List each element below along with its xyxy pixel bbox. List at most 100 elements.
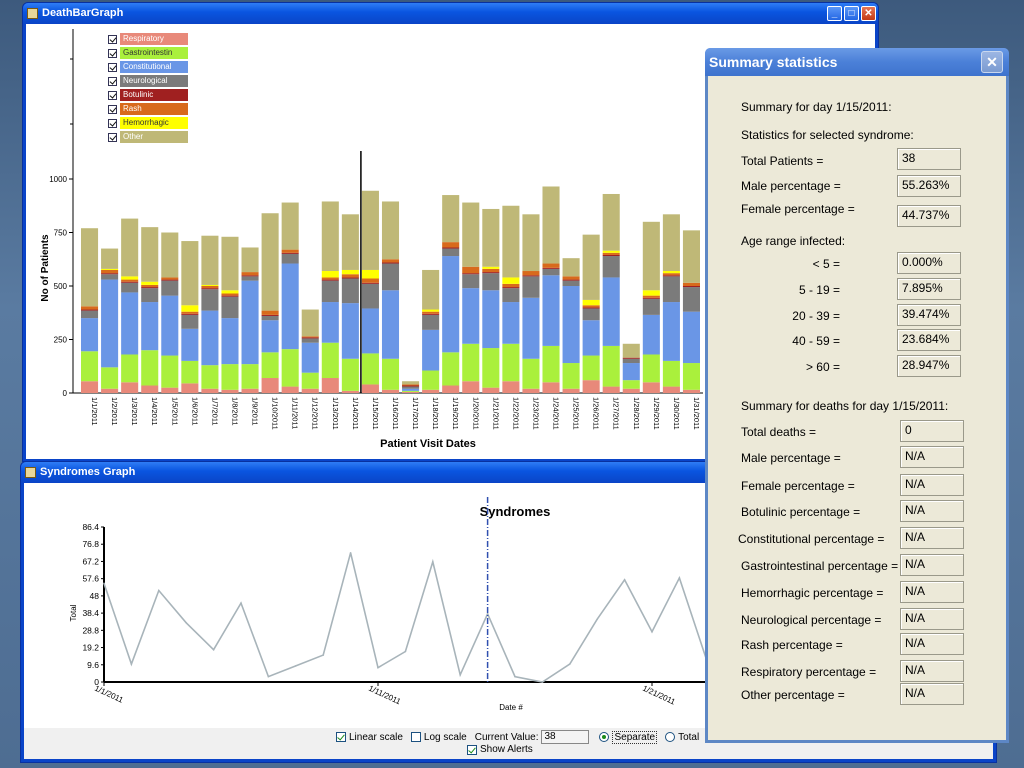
bar-segment	[141, 302, 159, 351]
bar-segment	[361, 278, 379, 283]
total-patients-label: Total Patients =	[741, 154, 824, 168]
legend-checkbox[interactable]	[108, 104, 117, 114]
bar-segment	[121, 354, 139, 383]
legend-item[interactable]: Botulinic	[108, 88, 188, 102]
bar-segment	[201, 284, 219, 286]
x-tick-label: 1/31/2011	[692, 397, 701, 430]
data-point	[377, 666, 379, 669]
x-tick-label: 1/7/2011	[210, 397, 219, 426]
bar-segment	[281, 253, 299, 264]
x-tick-label: 1/14/2011	[351, 397, 360, 430]
close-icon[interactable]: ✕	[981, 51, 1003, 73]
bar-segment	[482, 208, 500, 267]
bar-segment	[502, 302, 520, 344]
total-radio[interactable]	[665, 732, 676, 742]
bar-segment	[402, 386, 420, 389]
y-tick-label: 0	[94, 677, 99, 687]
maximize-icon[interactable]: □	[844, 5, 859, 21]
show-alerts-checkbox[interactable]	[467, 744, 477, 755]
bar-segment	[381, 201, 400, 260]
age-header: Age range infected:	[741, 234, 846, 248]
bar-segment	[642, 382, 660, 393]
bar-segment	[642, 314, 660, 355]
bar-segment	[361, 308, 379, 354]
death-stat-label: Hemorrhagic percentage =	[741, 586, 884, 600]
current-value-field[interactable]: 38	[541, 730, 590, 744]
legend-label: Hemorrhagic	[120, 117, 188, 129]
age-range-value: 39.474%	[897, 304, 961, 326]
bar-segment	[442, 247, 460, 249]
legend-item[interactable]: Neurological	[108, 74, 188, 88]
x-tick-label: 1/13/2011	[331, 397, 340, 430]
legend-item[interactable]: Hemorrhagic	[108, 116, 188, 130]
legend-checkbox[interactable]	[108, 118, 117, 128]
legend-item[interactable]: Respiratory	[108, 32, 188, 46]
log-scale-label: Log scale	[423, 731, 467, 743]
x-tick-label: 1/12/2011	[311, 397, 320, 430]
bar-segment	[442, 256, 460, 353]
bar-segment	[542, 345, 560, 383]
death-stat-label: Male percentage =	[741, 451, 841, 465]
close-icon[interactable]: ✕	[861, 5, 876, 21]
bar-segment	[181, 328, 199, 361]
bar-segment	[562, 286, 580, 364]
bar-segment	[101, 273, 119, 275]
bar-segment	[482, 273, 500, 291]
death-stat-value: N/A	[900, 500, 964, 522]
linear-scale-checkbox[interactable]	[336, 732, 346, 742]
bar-segment	[542, 268, 560, 276]
bar-segment	[462, 274, 480, 289]
bar-segment	[562, 388, 580, 393]
age-range-label: > 60 =	[805, 360, 840, 374]
legend-item[interactable]: Gastrointestin	[108, 46, 188, 60]
bar-segment	[201, 286, 219, 289]
legend-checkbox[interactable]	[108, 132, 117, 142]
legend-checkbox[interactable]	[108, 76, 117, 86]
legend-checkbox[interactable]	[108, 34, 117, 44]
bar-segment	[402, 388, 420, 391]
death-window-titlebar[interactable]: DeathBarGraph _ □ ✕	[23, 3, 878, 23]
minimize-icon[interactable]: _	[827, 5, 842, 21]
summary-body: Summary for day 1/15/2011: Statistics fo…	[708, 76, 1006, 740]
data-point	[569, 663, 571, 665]
legend-checkbox[interactable]	[108, 62, 117, 72]
bar-segment	[502, 343, 520, 382]
legend-item[interactable]: Constitutional	[108, 60, 188, 74]
bar-segment	[602, 386, 620, 393]
bar-segment	[241, 272, 259, 276]
bar-segment	[522, 388, 540, 393]
bar-segment	[682, 287, 700, 312]
summary-titlebar[interactable]: Summary statistics ✕	[705, 48, 1009, 76]
bar-segment	[81, 310, 99, 319]
selected-header: Statistics for selected syndrome:	[741, 128, 914, 142]
legend-item[interactable]: Other	[108, 130, 188, 144]
bar-segment	[201, 388, 219, 393]
separate-radio[interactable]	[599, 732, 610, 742]
bar-segment	[201, 289, 219, 311]
death-stat-value: 0	[900, 420, 964, 442]
bar-segment	[141, 284, 159, 288]
bar-segment	[81, 228, 99, 307]
app-icon	[27, 7, 38, 19]
death-stat-label: Total deaths =	[741, 425, 817, 439]
legend-checkbox[interactable]	[108, 48, 117, 58]
log-scale-checkbox[interactable]	[410, 732, 421, 742]
bar-segment	[301, 338, 319, 343]
legend-item[interactable]: Rash	[108, 102, 188, 116]
male-label: Male percentage =	[741, 179, 841, 193]
death-stat-label: Other percentage =	[741, 688, 845, 702]
legend-checkbox[interactable]	[108, 90, 117, 100]
bar-segment	[662, 271, 680, 274]
data-point	[349, 552, 352, 554]
x-tick-label: 1/22/2011	[511, 397, 520, 430]
death-stat-label: Female percentage =	[741, 479, 855, 493]
total-label: Total	[678, 731, 700, 743]
bar-segment	[442, 385, 460, 393]
bar-segment	[321, 277, 339, 280]
bar-segment	[281, 386, 299, 393]
bar-segment	[101, 248, 119, 269]
bar-segment	[381, 358, 400, 390]
bar-segment	[141, 288, 159, 303]
bar-segment	[81, 381, 99, 393]
bar-segment	[181, 311, 199, 314]
